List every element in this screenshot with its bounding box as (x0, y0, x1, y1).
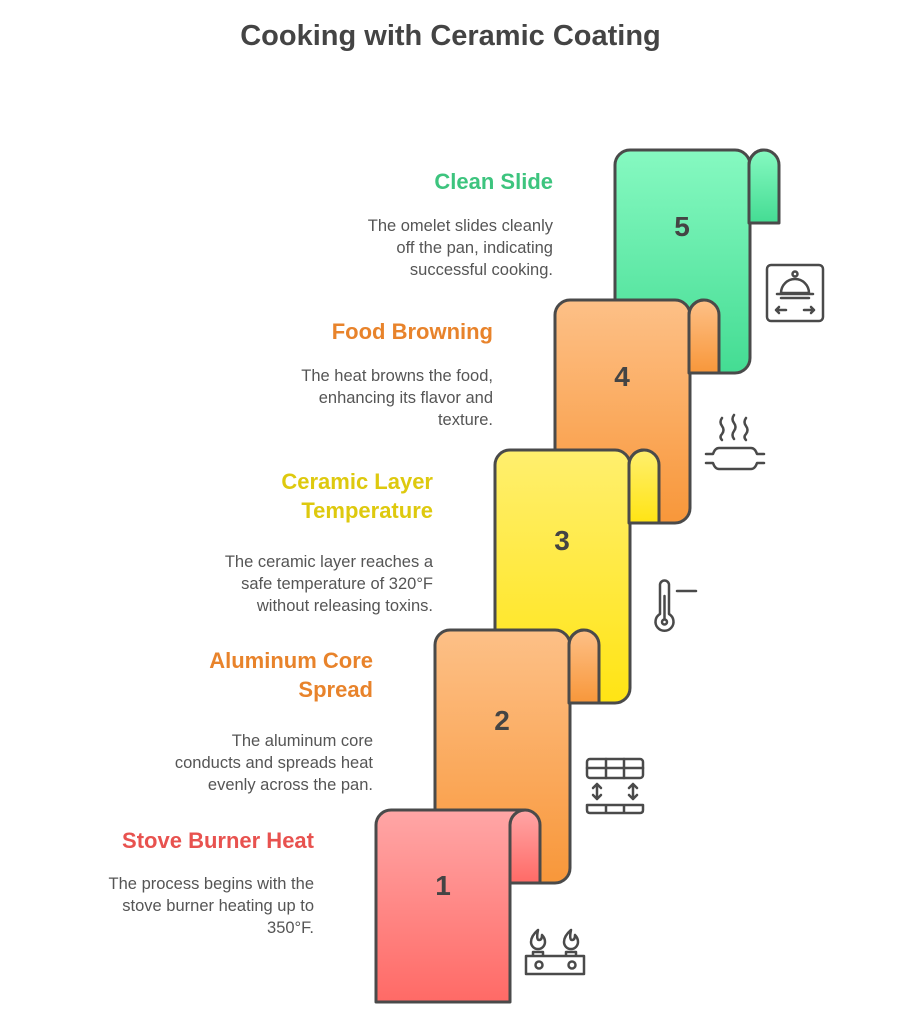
step-number: 1 (435, 870, 451, 901)
description-line: off the pan, indicating (396, 239, 553, 257)
description-line: successful cooking. (409, 261, 553, 279)
title-line: Stove Burner Heat (122, 828, 314, 853)
description-line: conducts and spreads heat (174, 754, 373, 772)
step-2-title: Aluminum Core Spread (53, 646, 373, 704)
description-line: The aluminum core (231, 732, 373, 750)
description-line: safe temperature of 320°F (241, 575, 433, 593)
title-line: Ceramic Layer (281, 469, 433, 494)
description-line: The heat browns the food, (301, 367, 493, 385)
step-number: 5 (674, 211, 690, 242)
scroll-curl (747, 148, 781, 225)
scroll-curl (687, 298, 721, 375)
step-1-scroll: 1 (374, 808, 542, 1004)
description-line: evenly across the pan. (207, 776, 373, 794)
description-line: enhancing its flavor and (318, 389, 493, 407)
step-4-title: Food Browning (173, 317, 493, 346)
step-3-title: Ceramic Layer Temperature (113, 467, 433, 525)
thermometer-icon (654, 579, 698, 632)
serving-cloche-icon (765, 263, 825, 323)
step-2-description: The aluminum core conducts and spreads he… (53, 730, 373, 796)
steaming-food-icon (704, 413, 766, 471)
step-number: 3 (554, 525, 570, 556)
title-line: Temperature (301, 498, 433, 523)
description-line: texture. (437, 411, 493, 429)
step-number: 4 (614, 361, 630, 392)
stove-burner-icon (524, 928, 586, 976)
page-title: Cooking with Ceramic Coating (240, 20, 661, 52)
step-3-description: The ceramic layer reaches a safe temperat… (113, 551, 433, 617)
step-4-description: The heat browns the food, enhancing its f… (173, 365, 493, 431)
step-1-description: The process begins with the stove burner … (0, 873, 314, 939)
description-line: stove burner heating up to (122, 897, 314, 915)
scroll-curl (627, 448, 661, 525)
step-5-title: Clean Slide (233, 167, 553, 196)
description-line: without releasing toxins. (256, 597, 433, 615)
title-line: Food Browning (331, 319, 493, 344)
step-1-title: Stove Burner Heat (0, 826, 314, 855)
description-line: The process begins with the (108, 875, 314, 893)
scroll-curl (567, 628, 601, 705)
step-5-description: The omelet slides cleanly off the pan, in… (233, 215, 553, 281)
description-line: The ceramic layer reaches a (224, 553, 433, 571)
title-line: Aluminum Core (209, 648, 373, 673)
scroll-body (374, 808, 527, 1004)
step-number: 2 (494, 705, 510, 736)
heat-spread-icon (585, 757, 645, 815)
description-line: The omelet slides cleanly (367, 217, 553, 235)
scroll-curl (508, 808, 542, 885)
title-line: Spread (298, 677, 373, 702)
description-line: 350°F. (267, 919, 314, 937)
title-line: Clean Slide (434, 169, 553, 194)
